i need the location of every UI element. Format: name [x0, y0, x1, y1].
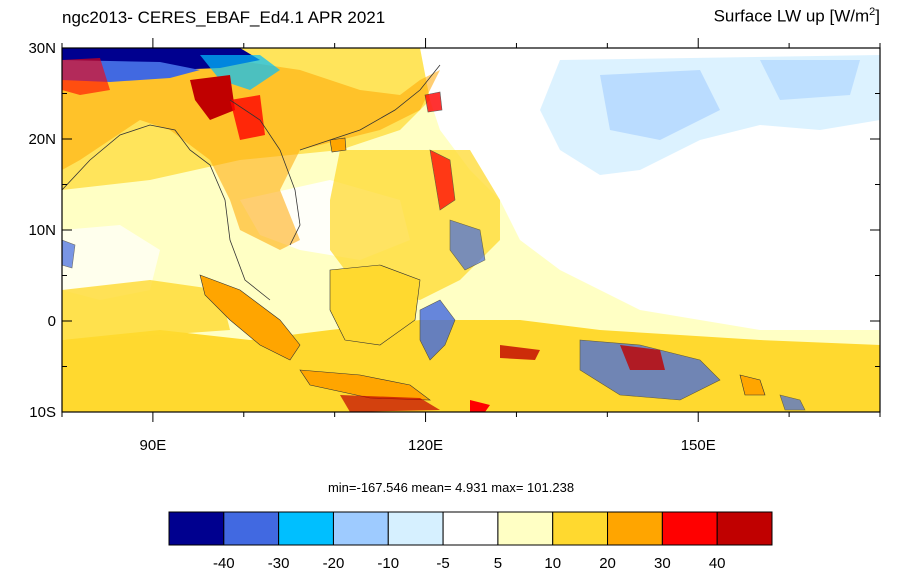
new-guinea-hotspot [620, 345, 665, 370]
myanmar-hotspot [190, 75, 235, 120]
mindanao-island [449, 219, 486, 271]
pacific-negative-patch-3 [760, 60, 860, 100]
colorbar-swatch [387, 511, 444, 546]
units-title-text: Surface LW up [W/m [713, 6, 870, 26]
colorbar-label: -5 [436, 555, 449, 572]
colorbar-label: 10 [544, 555, 561, 572]
indian-ocean-neutral-region [62, 225, 160, 300]
colorbar-swatch [607, 511, 663, 546]
java-island [299, 369, 431, 401]
lat-tick-label: 10N [28, 222, 56, 239]
sulawesi-island [419, 299, 456, 361]
png-islands [739, 374, 766, 396]
colorbar-label: -30 [268, 555, 290, 572]
map-field [62, 48, 880, 412]
axis-ticks: 30N 20N 10N 0 10S 90E 120E 150E [28, 38, 881, 454]
lon-tick-label: 90E [140, 437, 167, 454]
colorbar-swatch [332, 511, 389, 546]
timor-hotspot [470, 400, 490, 412]
colorbar-swatch [497, 511, 554, 546]
luzon-island [429, 149, 456, 211]
plot-title-left: ngc2013- CERES_EBAF_Ed4.1 APR 2021 [62, 8, 386, 27]
colorbar-label: 30 [654, 555, 671, 572]
colorbar-label: -10 [377, 555, 399, 572]
sumatra-island [199, 274, 301, 361]
lat-tick-label: 10S [29, 404, 56, 421]
pacific-negative-patch-2 [600, 70, 720, 140]
yunnan-cold-region [200, 55, 280, 90]
lat-tick-label: 0 [48, 313, 56, 330]
asia-landmass-warm [62, 55, 440, 250]
taiwan-island [424, 91, 443, 113]
units-superscript: 2 [869, 6, 876, 18]
colorbar-label: 40 [709, 555, 726, 572]
lon-tick-label: 120E [408, 437, 443, 454]
borneo-island [329, 264, 421, 346]
colorbar-label: -40 [213, 555, 235, 572]
colorbar-swatch [278, 511, 334, 546]
lesser-sunda-hotspot [340, 395, 440, 412]
colorbar-label: 5 [494, 555, 502, 572]
colorbar-label: -20 [323, 555, 345, 572]
mainland-coastline [62, 64, 441, 301]
colorbar-swatch [442, 511, 499, 546]
indian-ocean-positive [62, 280, 230, 340]
lat-tick-label: 20N [28, 131, 56, 148]
statistics-text: min=-167.546 mean= 4.931 max= 101.238 [327, 480, 575, 495]
plot-title-right: Surface LW up [W/m2] [714, 6, 880, 27]
units-title-end: ] [875, 6, 880, 26]
maluku-hotspot [500, 345, 540, 360]
hainan-island [329, 137, 347, 153]
lon-tick-label: 150E [681, 437, 716, 454]
colorbar-swatch [552, 511, 609, 546]
colorbar-swatch [223, 511, 280, 546]
lat-tick-label: 30N [28, 40, 56, 57]
colorbar-label: 20 [599, 555, 616, 572]
colorbar-swatch [716, 511, 773, 546]
colorbar-swatch [168, 511, 225, 546]
colorbar-swatch [661, 511, 718, 546]
solomon-islands [779, 394, 806, 411]
sri-lanka-island [62, 239, 76, 269]
borneo-sea-positive [330, 150, 500, 300]
india-hotspot [62, 58, 110, 95]
colorbar: -40 -30 -20 -10 -5 5 10 20 30 40 [168, 511, 773, 572]
